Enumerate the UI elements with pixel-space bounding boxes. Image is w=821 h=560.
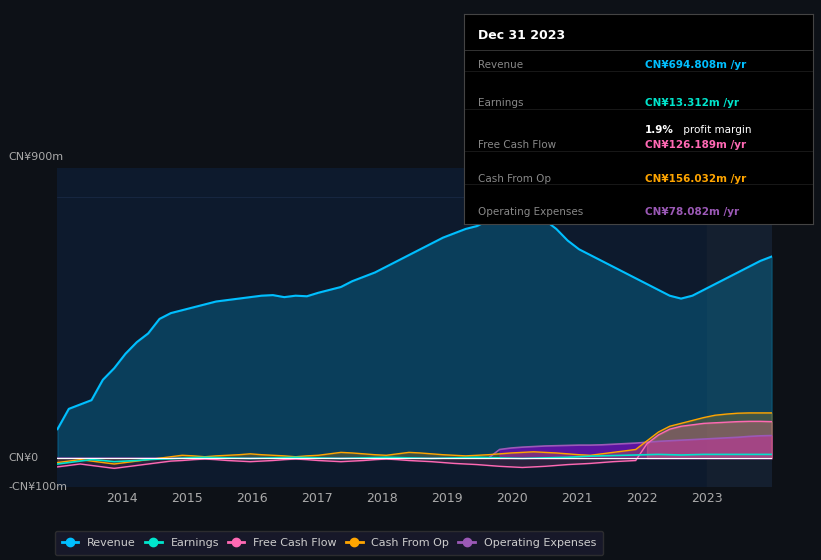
Text: Operating Expenses: Operating Expenses [478,207,583,217]
Text: CN¥0: CN¥0 [8,453,39,463]
Text: -CN¥100m: -CN¥100m [8,482,67,492]
Bar [707,168,772,487]
Text: Dec 31 2023: Dec 31 2023 [478,29,565,41]
Text: CN¥156.032m /yr: CN¥156.032m /yr [645,174,746,184]
Text: profit margin: profit margin [680,125,752,136]
Text: 1.9%: 1.9% [645,125,674,136]
Text: Cash From Op: Cash From Op [478,174,551,184]
Text: CN¥78.082m /yr: CN¥78.082m /yr [645,207,740,217]
Text: CN¥13.312m /yr: CN¥13.312m /yr [645,98,739,108]
Text: Free Cash Flow: Free Cash Flow [478,140,556,150]
Text: CN¥900m: CN¥900m [8,152,63,162]
Text: Revenue: Revenue [478,60,523,70]
Text: CN¥126.189m /yr: CN¥126.189m /yr [645,140,746,150]
Legend: Revenue, Earnings, Free Cash Flow, Cash From Op, Operating Expenses: Revenue, Earnings, Free Cash Flow, Cash … [55,531,603,555]
Text: Earnings: Earnings [478,98,523,108]
Text: CN¥694.808m /yr: CN¥694.808m /yr [645,60,746,70]
